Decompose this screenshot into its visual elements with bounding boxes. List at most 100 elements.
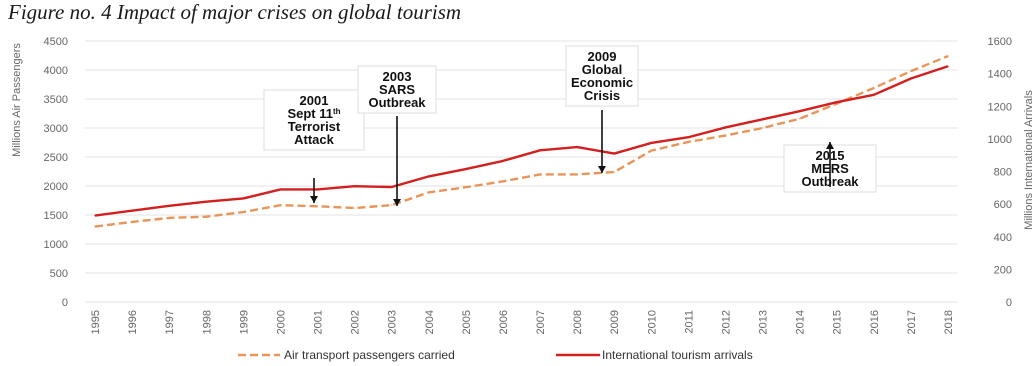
right-tick-label: 800 bbox=[994, 167, 1012, 179]
x-tick-label: 2012 bbox=[720, 310, 732, 334]
annotation-text: SARS bbox=[379, 82, 415, 97]
data-point-air-passengers bbox=[799, 118, 801, 120]
x-tick-label: 1999 bbox=[238, 310, 250, 334]
data-point-air-passengers bbox=[947, 55, 949, 57]
left-axis-title: Millions Air Passengers bbox=[11, 43, 23, 157]
annotation-box bbox=[357, 65, 437, 114]
annotation-text: Outbreak bbox=[368, 95, 426, 110]
x-tick-label: 2011 bbox=[683, 310, 695, 334]
data-point-tourism-arrivals bbox=[316, 188, 319, 191]
left-tick-label: 2000 bbox=[44, 181, 68, 193]
data-point-tourism-arrivals bbox=[799, 110, 801, 112]
left-tick-label: 4000 bbox=[44, 65, 68, 77]
x-tick-label: 2003 bbox=[387, 310, 399, 334]
data-point-air-passengers bbox=[242, 211, 244, 213]
annotation-text: Sept 11th bbox=[287, 106, 340, 121]
figure-title: Figure no. 4 Impact of major crises on g… bbox=[8, 0, 462, 24]
annotation-text: Terrorist bbox=[288, 119, 341, 134]
data-point-tourism-arrivals bbox=[761, 118, 764, 120]
data-point-air-passengers bbox=[687, 141, 689, 143]
data-point-air-passengers bbox=[316, 205, 319, 207]
x-tick-label: 1996 bbox=[127, 310, 139, 334]
left-tick-label: 1500 bbox=[44, 210, 68, 222]
x-tick-label: 2008 bbox=[572, 310, 584, 334]
data-point-tourism-arrivals bbox=[131, 210, 133, 212]
series-line-air-passengers bbox=[94, 54, 949, 228]
data-point-air-passengers bbox=[205, 216, 207, 218]
data-point-air-passengers bbox=[391, 204, 393, 206]
annotation-box bbox=[565, 45, 639, 107]
data-point-tourism-arrivals bbox=[724, 126, 727, 129]
data-point-tourism-arrivals bbox=[539, 149, 541, 151]
x-tick-label: 2014 bbox=[795, 310, 807, 334]
legend-label-air-passengers: Air transport passengers carried bbox=[284, 348, 455, 362]
left-tick-label: 2500 bbox=[44, 152, 68, 164]
left-tick-label: 3000 bbox=[44, 123, 68, 135]
left-tick-label: 3500 bbox=[44, 94, 68, 106]
gridlines bbox=[85, 40, 958, 303]
right-tick-label: 200 bbox=[994, 264, 1012, 276]
x-tick-label: 2016 bbox=[869, 310, 881, 334]
annotation-text: Attack bbox=[294, 132, 335, 147]
legend: Air transport passengers carried Interna… bbox=[238, 348, 753, 362]
right-tick-label: 1000 bbox=[988, 134, 1012, 146]
x-tick-label: 2009 bbox=[609, 310, 621, 334]
x-tick-label: 1995 bbox=[90, 310, 102, 334]
data-point-air-passengers bbox=[279, 204, 282, 206]
data-point-tourism-arrivals bbox=[873, 94, 875, 96]
data-point-tourism-arrivals bbox=[910, 77, 912, 80]
x-tick-label: 1998 bbox=[201, 310, 213, 334]
annotation-text: 2003 bbox=[383, 69, 412, 84]
annotation-arrowhead bbox=[598, 166, 606, 173]
x-tick-label: 2015 bbox=[832, 310, 844, 334]
data-point-air-passengers bbox=[94, 226, 96, 228]
x-tick-label: 1997 bbox=[164, 310, 176, 334]
data-point-air-passengers bbox=[465, 186, 467, 188]
x-tick-label: 2002 bbox=[350, 310, 362, 334]
data-point-air-passengers bbox=[576, 173, 578, 175]
right-axis-ticks: 0 200 400 600 800 1000 1200 1400 1600 bbox=[988, 36, 1012, 309]
annotation-arrowhead bbox=[826, 142, 834, 149]
data-point-tourism-arrivals bbox=[94, 214, 96, 217]
data-point-air-passengers bbox=[613, 171, 615, 173]
data-point-tourism-arrivals bbox=[354, 185, 356, 187]
x-tick-label: 2000 bbox=[275, 310, 287, 334]
data-point-tourism-arrivals bbox=[613, 152, 615, 155]
left-tick-label: 1000 bbox=[44, 239, 68, 251]
annotation-superscript: th bbox=[333, 107, 341, 116]
annotation-text: Global bbox=[582, 62, 622, 77]
right-axis-title: Millions International Arrivals bbox=[1023, 90, 1035, 230]
data-point-air-passengers bbox=[873, 87, 875, 89]
data-point-tourism-arrivals bbox=[650, 142, 652, 144]
data-point-tourism-arrivals bbox=[428, 175, 430, 177]
data-point-tourism-arrivals bbox=[687, 136, 689, 138]
data-point-tourism-arrivals bbox=[279, 188, 282, 191]
data-point-air-passengers bbox=[131, 221, 133, 223]
data-point-air-passengers bbox=[354, 207, 356, 209]
annotation-text: 2001 bbox=[300, 93, 329, 108]
left-tick-label: 500 bbox=[50, 268, 68, 280]
right-tick-label: 1600 bbox=[988, 36, 1012, 48]
x-tick-label: 2001 bbox=[313, 310, 325, 334]
x-tick-label: 2017 bbox=[906, 310, 918, 334]
annotation-arrowhead bbox=[310, 196, 318, 203]
left-tick-label: 0 bbox=[62, 297, 68, 309]
data-point-tourism-arrivals bbox=[391, 186, 393, 188]
x-tick-label: 2013 bbox=[758, 310, 770, 334]
right-tick-label: 1200 bbox=[988, 101, 1012, 113]
data-point-air-passengers bbox=[761, 127, 764, 129]
right-tick-label: 0 bbox=[1006, 297, 1012, 309]
data-point-tourism-arrivals bbox=[205, 201, 207, 203]
data-point-air-passengers bbox=[650, 150, 652, 152]
annotation-arrowhead bbox=[393, 199, 401, 206]
data-point-air-passengers bbox=[910, 70, 912, 72]
right-tick-label: 1400 bbox=[988, 69, 1012, 81]
annotation-text: Crisis bbox=[584, 88, 620, 103]
annotation-box bbox=[263, 89, 365, 151]
left-axis-ticks: 0 500 1000 1500 2000 2500 3000 3500 4000 4500 bbox=[44, 36, 68, 309]
data-point-air-passengers bbox=[168, 217, 170, 219]
x-axis-ticks: 1995 1996 1997 1998 1999 2000 2001 2002 2003 2004… bbox=[90, 310, 955, 334]
data-point-tourism-arrivals bbox=[502, 160, 504, 162]
x-tick-label: 2007 bbox=[535, 310, 547, 334]
